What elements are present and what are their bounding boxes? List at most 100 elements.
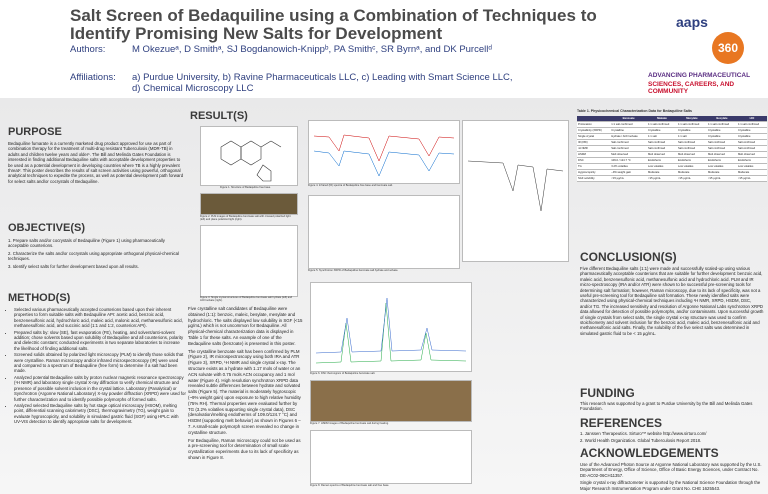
- table-cell: Melt observed: [706, 151, 737, 158]
- table-cell: 1:1 salt: [647, 133, 677, 140]
- authors: M Okezueᵃ, D Smithᵃ, SJ Bogdanowich-Knip…: [132, 44, 492, 55]
- caption: Figure 5. Synchrotron XRPD of Bedaquilin…: [308, 269, 399, 272]
- table-cell: ~9% weight gain: [610, 169, 647, 176]
- table-cell: Salt confirmed: [676, 139, 707, 146]
- table-cell: 1:1 salt confirmed: [706, 121, 737, 128]
- table-cell: Salt confirmed: [647, 145, 677, 152]
- table-cell: <15 µg/mL: [736, 175, 767, 182]
- heading: CONCLUSION(S): [580, 250, 677, 264]
- table-cell: Hydrate / ACN solvate: [610, 133, 647, 140]
- table-cell: SGF solubility: [577, 175, 611, 182]
- table-cell: Crystalline: [706, 127, 737, 134]
- caption: Figure 2. PLM images of Bedaquiline benz…: [200, 215, 291, 221]
- methods-list: Selected various pharmaceutically accept…: [8, 307, 186, 426]
- table-cell: Moderate: [676, 169, 707, 176]
- table-cell: 109.0 / 124.7 °C: [610, 157, 647, 164]
- table-cell: 1:1 salt confirmed: [647, 121, 677, 128]
- objective: 2. Characterize the salts and/or cocryst…: [8, 250, 180, 262]
- conclusion-body: Five different Bedaquiline salts (1:1) w…: [580, 266, 764, 336]
- table-cell: Melt observed: [676, 151, 707, 158]
- table-cell: Low volatiles: [706, 163, 737, 170]
- table-cell: 1:1 salt: [676, 133, 707, 140]
- caption: Figure 8. Raman spectra of Bedaquiline b…: [310, 484, 390, 487]
- references-list: 1. Janssen Therapeutics. Sirturo™ websit…: [580, 431, 764, 446]
- method: Selected various pharmaceutically accept…: [14, 307, 186, 329]
- title: Salt Screen of Bedaquiline using a Combi…: [70, 6, 597, 25]
- table-row: ¹H NMR Salt confirmed Salt confirmed Salt c…: [577, 145, 767, 152]
- table-cell: Salt confirmed: [706, 139, 737, 146]
- table-cell: Endotherm: [676, 157, 707, 164]
- method: Screened solids obtained by polarized li…: [14, 352, 186, 374]
- table-cell: Salt confirmed: [610, 145, 647, 152]
- figure-raman: [310, 430, 472, 484]
- authors-label: Authors:: [70, 44, 106, 55]
- table-cell: Salt confirmed: [647, 139, 677, 146]
- table-cell: Melt observed: [647, 151, 677, 158]
- ir-plot: [313, 134, 455, 177]
- table-cell: Moderate: [706, 169, 737, 176]
- logo-text: aaps: [676, 14, 708, 30]
- caption: Figure 1. Structure of Bedaquiline free …: [220, 186, 271, 189]
- table-cell: 1:1 salt confirmed: [736, 121, 767, 128]
- table-cell: Moderate: [647, 169, 677, 176]
- figure-structure: [200, 126, 298, 186]
- method: Analyzed selected Bedaquiline salts by h…: [14, 403, 186, 425]
- table: Benzoate Maleate Mesylate Besylate HCl Proton…: [577, 116, 767, 182]
- table-cell: Salt confirmed: [706, 145, 737, 152]
- acknowledgement: Single crystal x-ray diffractometer is s…: [580, 480, 761, 491]
- results-text: Five crystalline salt candidates of Beda…: [188, 306, 304, 463]
- header-cell: Benzoate: [610, 116, 647, 122]
- figure-ir: [308, 120, 460, 184]
- figure-plm: [200, 193, 298, 215]
- method: Analyzed potential Bedaquiline salts by …: [14, 375, 186, 402]
- table-cell: Protonation: [577, 121, 611, 128]
- table-cell: Low volatiles: [676, 163, 707, 170]
- table-row: SGF solubility <15 µg/mL <15 µg/mL <15 µg/m…: [577, 175, 767, 182]
- reference: 2. World Health Organization. Global Tub…: [580, 438, 702, 444]
- structure-drawing: [220, 140, 282, 182]
- table-cell: <15 µg/mL: [610, 175, 647, 182]
- figure-hsdm: [310, 380, 472, 422]
- table-row: Protonation 1:1 salt confirmed 1:1 salt co…: [577, 121, 767, 128]
- table-row: Crystallinity (XRPD) Crystalline Crystalli…: [577, 127, 767, 134]
- table-cell: <15 µg/mL: [706, 175, 737, 182]
- table-row: DSC 109.0 / 124.7 °C Endotherm Endotherm End…: [577, 157, 767, 164]
- acknowledgements-list: Use of the Advanced Photon Source at Arg…: [580, 462, 764, 493]
- table-cell: DSC: [577, 157, 611, 164]
- table-row: TG 3.2% volatiles Low volatiles Low volatil…: [577, 163, 767, 170]
- method: Prepared salts by: slow (SE), fast evapo…: [14, 330, 186, 352]
- table-cell: Endotherm: [706, 157, 737, 164]
- table-cell: Salt confirmed: [676, 145, 707, 152]
- caption: Figure 4. Infrared (IR) spectra of Bedaq…: [308, 184, 393, 187]
- table-cell: Single crystal: [577, 133, 611, 140]
- table-cell: Melt observed: [610, 151, 647, 158]
- header-cell: Maleate: [647, 116, 677, 122]
- heading: FUNDING: [580, 386, 635, 400]
- table-cell: TG: [577, 163, 611, 170]
- table-cell: <15 µg/mL: [676, 175, 707, 182]
- heading: REFERENCES: [580, 416, 663, 430]
- table-cell: 3.2% volatiles: [610, 163, 647, 170]
- table-cell: Crystalline: [610, 127, 647, 134]
- objectives-list: 1. Prepare salts and/or cocrystals of Be…: [8, 238, 184, 271]
- table-cell: IR (KBr): [577, 139, 611, 146]
- purpose-body: Bedaquiline fumarate is a currently mark…: [8, 141, 184, 184]
- heading: PURPOSE: [8, 126, 62, 138]
- table-cell: Crystalline: [706, 133, 737, 140]
- paragraph: For Bedaquiline, Raman microscopy could …: [188, 437, 301, 460]
- table-row: Hygroscopicity ~9% weight gain Moderate Mod…: [577, 169, 767, 176]
- table-cell: Crystalline: [736, 133, 767, 140]
- table-cell: Low volatiles: [736, 163, 767, 170]
- table-cell: 1:1 salt confirmed: [610, 121, 647, 128]
- header-cell: Mesylate: [676, 116, 707, 122]
- caption: Figure 3. Single crystal structures of B…: [200, 296, 293, 302]
- reference: 1. Janssen Therapeutics. Sirturo™ websit…: [580, 431, 707, 436]
- acknowledgement: Use of the Advanced Photon Source at Arg…: [580, 462, 762, 478]
- objective: 1. Prepare salts and/or cocrystals of Be…: [8, 238, 165, 249]
- table-cell: Hygroscopicity: [577, 169, 611, 176]
- table-cell: Salt confirmed: [610, 139, 647, 146]
- figure-dsc: [462, 120, 569, 262]
- table-cell: Crystalline: [647, 127, 677, 134]
- paragraph: The crystalline benzoate salt has been c…: [188, 348, 301, 435]
- title: Identify Promising New Salts for Develop…: [70, 24, 443, 43]
